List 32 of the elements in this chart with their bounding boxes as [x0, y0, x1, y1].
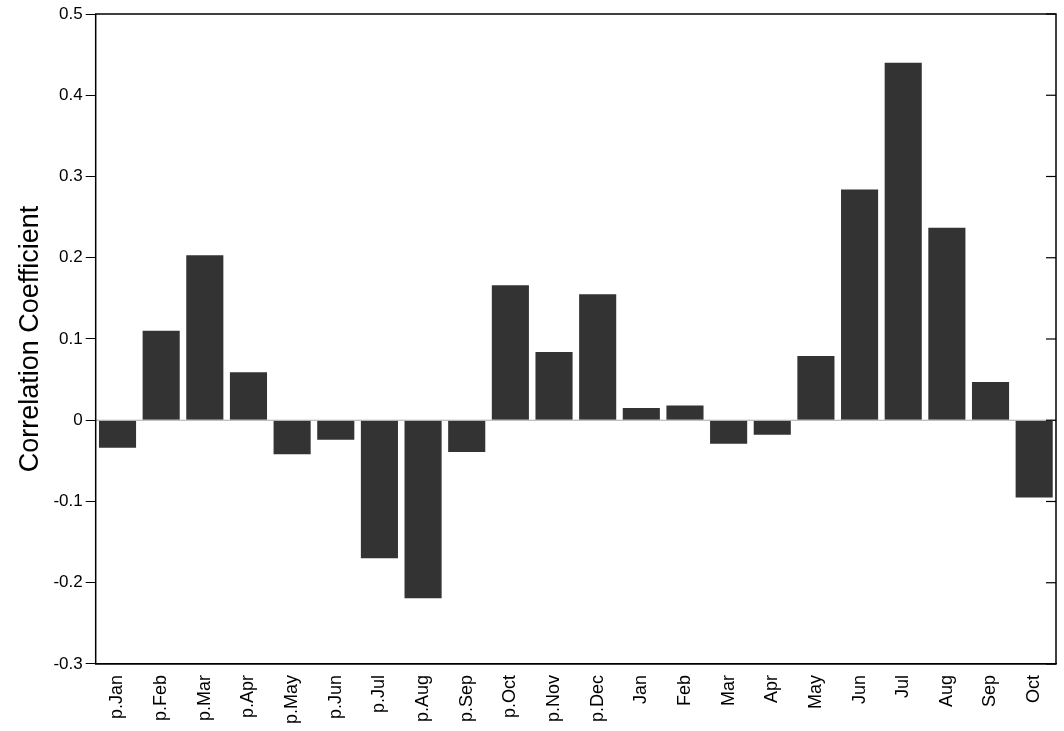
x-tick-label: p.May [281, 674, 302, 725]
y-tick-label: -0.3 [53, 653, 83, 673]
y-tick-label: 0.3 [59, 166, 83, 186]
x-tick-label: p.Apr [237, 674, 258, 719]
x-tick-label: p.Oct [499, 674, 520, 718]
x-tick-label: Jul [892, 674, 913, 698]
y-tick-label: 0.5 [59, 3, 83, 23]
x-tick-label: p.Jun [324, 674, 345, 720]
y-tick-label: 0.1 [59, 328, 83, 348]
x-tick-label: Sep [979, 674, 1000, 708]
x-tick-label: Jun [848, 674, 869, 705]
x-tick-label: Jan [630, 674, 651, 705]
x-tick-label: Oct [1023, 674, 1044, 703]
x-tick-label: p.Aug [412, 674, 433, 723]
x-tick-label: Feb [673, 674, 694, 707]
x-tick-label: p.Feb [150, 674, 171, 722]
x-tick-label: p.Jan [106, 674, 127, 720]
x-tick-label: p.Dec [586, 674, 607, 723]
x-tick-label: p.Sep [455, 674, 476, 723]
x-tick-label: p.Jul [368, 674, 389, 714]
y-tick-label: -0.2 [53, 572, 83, 592]
y-tick-label: 0.4 [59, 84, 83, 104]
x-tick-label: p.Nov [542, 674, 563, 723]
x-tick-label: Aug [935, 674, 956, 708]
y-tick-label: -0.1 [53, 491, 83, 511]
x-tick-label: Apr [761, 674, 782, 703]
y-axis-title: Correlation Coefficient [13, 205, 44, 473]
y-tick-label: 0.2 [59, 247, 83, 267]
y-tick-label: 0 [73, 409, 83, 429]
x-tick-label: Mar [717, 674, 738, 706]
x-tick-label: May [804, 674, 825, 709]
x-tick-label: p.Mar [193, 674, 214, 721]
